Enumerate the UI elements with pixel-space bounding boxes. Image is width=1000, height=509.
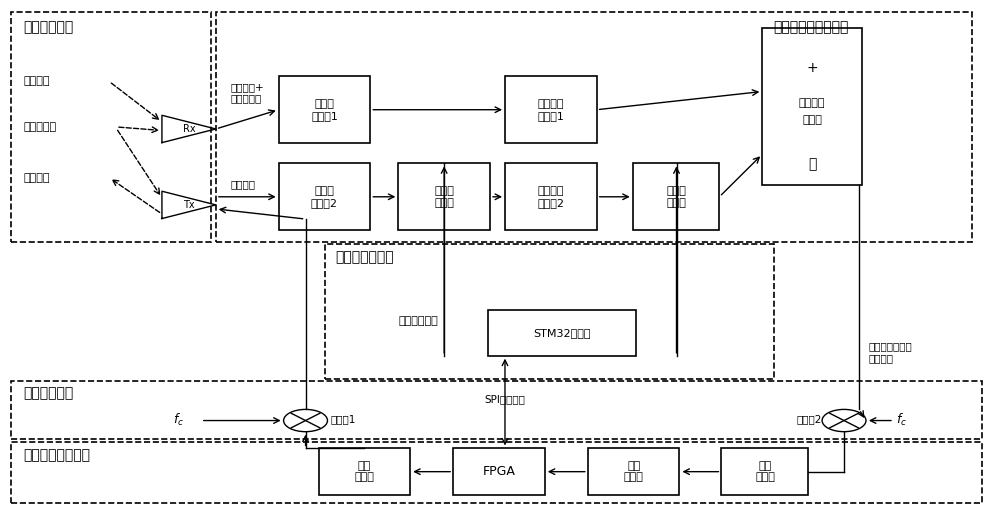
Bar xyxy=(325,244,774,379)
Text: $f_c$: $f_c$ xyxy=(896,411,907,428)
Text: 发射信号: 发射信号 xyxy=(23,173,50,183)
Text: Rx: Rx xyxy=(183,124,195,134)
Bar xyxy=(11,12,211,242)
Text: 射频天线模块: 射频天线模块 xyxy=(23,20,74,34)
Text: 混频器2: 混频器2 xyxy=(797,414,822,425)
Bar xyxy=(488,310,636,356)
Bar xyxy=(453,448,545,495)
Text: 自适应控制模块: 自适应控制模块 xyxy=(335,250,394,265)
Text: 正三角形算法: 正三角形算法 xyxy=(398,316,438,326)
Text: 消除自干扰后的: 消除自干扰后的 xyxy=(869,342,913,352)
Bar xyxy=(505,76,597,143)
Text: +: + xyxy=(806,61,818,75)
Bar xyxy=(505,163,597,230)
Text: 有用信号+: 有用信号+ xyxy=(231,82,264,93)
Text: 参考信号: 参考信号 xyxy=(231,180,256,190)
Text: 平衡光电: 平衡光电 xyxy=(799,98,825,107)
Text: 上下变频模块: 上下变频模块 xyxy=(23,386,74,400)
Text: 掺铒光纤
放大器2: 掺铒光纤 放大器2 xyxy=(537,186,564,208)
Text: STM32单片机: STM32单片机 xyxy=(533,328,591,338)
Bar xyxy=(11,381,982,439)
Text: 可变光
衰减器: 可变光 衰减器 xyxy=(667,186,686,208)
Bar xyxy=(633,163,719,230)
Bar xyxy=(319,448,410,495)
Bar xyxy=(279,76,370,143)
Bar xyxy=(721,448,808,495)
Text: 基带实时收发模块: 基带实时收发模块 xyxy=(23,448,90,462)
Text: 自干扰信号: 自干扰信号 xyxy=(231,94,262,104)
Text: Tx: Tx xyxy=(183,200,195,210)
Text: 可调光
延时线: 可调光 延时线 xyxy=(434,186,454,208)
Text: 混频器1: 混频器1 xyxy=(330,414,356,425)
Text: 电吸收
调制器1: 电吸收 调制器1 xyxy=(311,99,338,121)
Text: 数模
转换器: 数模 转换器 xyxy=(354,461,374,483)
Text: $f_c$: $f_c$ xyxy=(173,411,184,428)
Text: 自干扰信号: 自干扰信号 xyxy=(23,122,56,132)
Bar xyxy=(398,163,490,230)
Text: －: － xyxy=(808,157,816,172)
Text: 有用信号: 有用信号 xyxy=(23,76,50,87)
Text: 模数
转换器: 模数 转换器 xyxy=(624,461,644,483)
Text: 探测器: 探测器 xyxy=(802,116,822,125)
Text: 电吸收
调制器2: 电吸收 调制器2 xyxy=(311,186,338,208)
Text: 低通
滤波器: 低通 滤波器 xyxy=(755,461,775,483)
Bar xyxy=(11,442,982,502)
Text: FPGA: FPGA xyxy=(483,465,515,478)
Text: 有用信号: 有用信号 xyxy=(869,353,894,363)
Bar xyxy=(762,27,862,185)
Bar xyxy=(279,163,370,230)
Text: 掺铒光纤
放大器1: 掺铒光纤 放大器1 xyxy=(537,99,564,121)
Bar xyxy=(216,12,972,242)
Text: 光学自干扰消除模块: 光学自干扰消除模块 xyxy=(774,20,849,34)
Text: SPI双向通信: SPI双向通信 xyxy=(485,394,525,404)
Bar xyxy=(588,448,679,495)
